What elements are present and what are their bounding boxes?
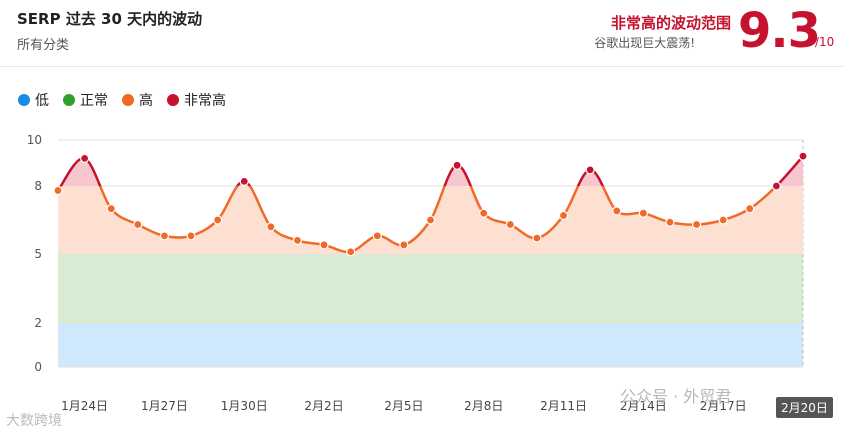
data-point[interactable]: [665, 217, 675, 227]
data-point[interactable]: [558, 210, 569, 221]
x-tick-label: 2月8日: [464, 399, 503, 413]
data-point[interactable]: [638, 208, 648, 218]
legend-label-very-high: 非常高: [184, 93, 226, 109]
data-point[interactable]: [691, 219, 702, 230]
data-point[interactable]: [319, 240, 329, 250]
volatility-chart[interactable]: 0 2 5 8 10 1月24日 1月27日 1月30日 2月2日 2月5日 2月8日 2月11日 2月…: [0, 120, 843, 436]
legend-dot-low: [18, 94, 30, 106]
legend-item-high[interactable]: 高: [122, 90, 153, 110]
legend-label-normal: 正常: [80, 93, 108, 109]
data-point[interactable]: [213, 215, 223, 225]
data-point[interactable]: [346, 247, 356, 257]
volatility-label: 非常高的波动范围: [610, 14, 731, 32]
x-tick-label: 1月24日: [61, 399, 108, 413]
data-point[interactable]: [186, 231, 196, 241]
data-point[interactable]: [239, 176, 249, 187]
data-point[interactable]: [266, 222, 276, 232]
data-point[interactable]: [452, 160, 462, 170]
volatility-score-max: /10: [815, 35, 835, 49]
data-point[interactable]: [53, 185, 63, 196]
data-point[interactable]: [425, 215, 436, 225]
legend-label-high: 高: [139, 93, 153, 109]
area-high: [58, 186, 803, 254]
legend-label-low: 低: [35, 93, 49, 109]
x-tick-label: 2月2日: [304, 399, 343, 413]
data-point[interactable]: [133, 219, 143, 230]
chart-legend: 低 正常 高 非常高: [18, 90, 226, 110]
data-point[interactable]: [745, 204, 755, 214]
data-point[interactable]: [292, 235, 303, 246]
data-point[interactable]: [798, 151, 808, 161]
date-tooltip: 2月20日: [776, 397, 833, 418]
x-tick-label: 2月17日: [700, 399, 747, 413]
page-title: SERP 过去 30 天内的波动: [17, 10, 203, 28]
y-tick-label: 5: [34, 247, 42, 261]
legend-item-normal[interactable]: 正常: [63, 90, 108, 110]
legend-item-low[interactable]: 低: [18, 90, 49, 110]
band-0: [58, 323, 803, 367]
y-tick-label: 10: [27, 133, 42, 147]
x-tick-label: 2月14日: [620, 399, 667, 413]
data-point[interactable]: [80, 153, 90, 164]
legend-dot-very-high: [167, 94, 179, 106]
legend-item-very-high[interactable]: 非常高: [167, 90, 226, 110]
x-tick-label: 1月27日: [141, 399, 188, 413]
data-point[interactable]: [399, 240, 409, 250]
y-tick-label: 2: [34, 316, 42, 330]
watermark-right: 公众号 · 外贸君: [620, 387, 732, 406]
y-tick-label: 8: [34, 179, 42, 193]
data-point[interactable]: [479, 208, 489, 218]
x-tick-label: 2月11日: [540, 399, 587, 413]
data-point[interactable]: [159, 231, 170, 241]
data-point[interactable]: [532, 233, 542, 243]
category-subtitle[interactable]: 所有分类: [17, 38, 70, 53]
legend-dot-high: [122, 94, 134, 106]
y-tick-label: 0: [34, 360, 42, 374]
band-1: [58, 254, 803, 323]
data-point[interactable]: [612, 206, 622, 216]
data-point[interactable]: [718, 215, 728, 225]
data-point[interactable]: [771, 181, 781, 191]
header: SERP 过去 30 天内的波动 所有分类 非常高的波动范围 谷歌出现巨大震荡!…: [0, 0, 843, 67]
x-tick-label: 1月30日: [221, 399, 268, 413]
x-tick-label: 2月5日: [384, 399, 423, 413]
volatility-subtext: 谷歌出现巨大震荡!: [594, 36, 695, 50]
data-point[interactable]: [585, 165, 595, 175]
watermark-left: 大数跨境: [6, 413, 62, 429]
volatility-score: 9.3: [738, 3, 821, 59]
data-point[interactable]: [106, 204, 116, 214]
legend-dot-normal: [63, 94, 75, 106]
data-point[interactable]: [372, 231, 382, 241]
data-point[interactable]: [505, 219, 515, 230]
